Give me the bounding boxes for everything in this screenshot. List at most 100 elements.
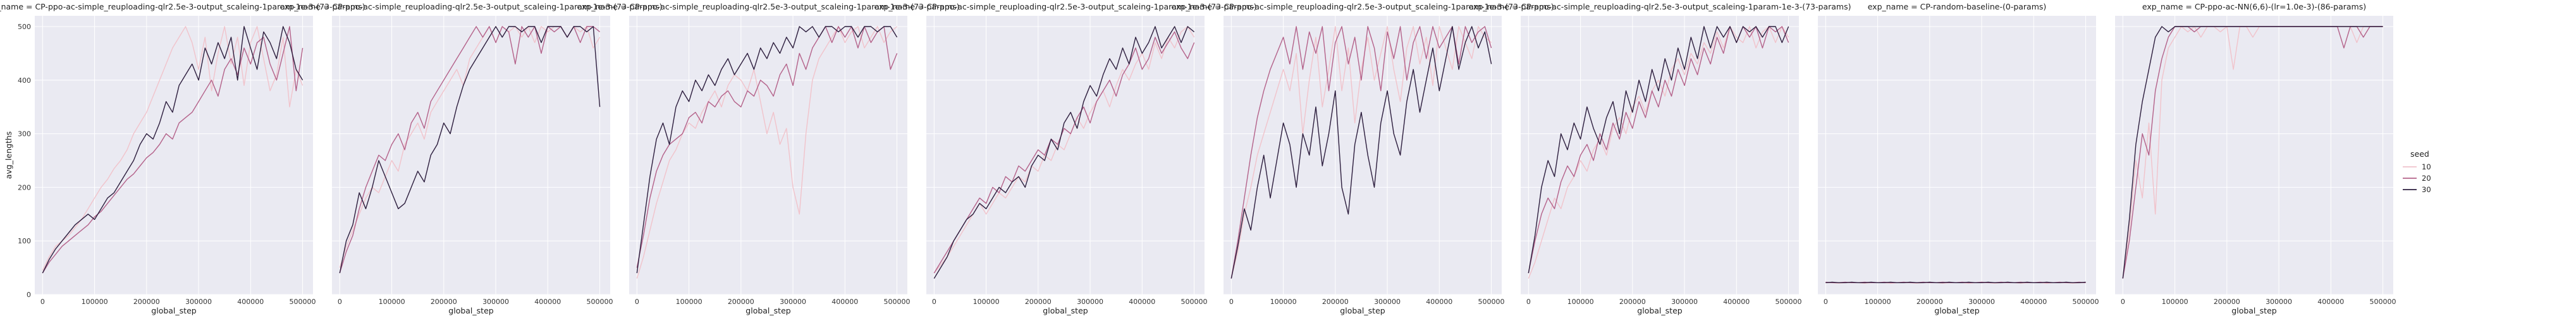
- plot-background: [35, 16, 313, 295]
- x-axis-label: global_step: [448, 306, 493, 315]
- series-line-seed-30: [42, 26, 304, 274]
- x-tick-label: 0: [338, 298, 342, 306]
- panel-1: 0 100000 200000 300000 400000 500000 0 100 200 30…: [0, 2, 365, 315]
- panel-title: exp_name = CP-ppo-ac-simple_reuploading-…: [0, 2, 365, 11]
- y-tick-label: 100: [18, 237, 31, 245]
- series-line-seed-30: [2122, 26, 2383, 279]
- x-tick-label: 400000: [2317, 298, 2344, 306]
- panel-title: exp_name = CP-ppo-ac-simple_reuploading-…: [1172, 2, 1554, 11]
- x-tick-label: 400000: [237, 298, 264, 306]
- x-tick-label: 200000: [1025, 298, 1052, 306]
- x-tick-label: 0: [2121, 298, 2125, 306]
- x-tick-label: 200000: [133, 298, 160, 306]
- panel-title: exp_name = CP-random-baseline-(0-params): [1868, 2, 2047, 11]
- y-tick-label: 0: [27, 291, 31, 299]
- legend-entry-seed-20: 20: [2403, 174, 2431, 183]
- plot-background: [1818, 16, 2096, 295]
- x-tick-label: 0: [1526, 298, 1531, 306]
- x-tick-label: 200000: [728, 298, 754, 306]
- y-tick-label: 500: [18, 23, 31, 31]
- x-tick-label: 300000: [1671, 298, 1698, 306]
- x-tick-label: 100000: [82, 298, 108, 306]
- series-line-seed-30: [1528, 26, 1789, 274]
- series-line-seed-10: [1230, 26, 1492, 279]
- series-line-seed-30: [339, 26, 601, 274]
- x-tick-label: 200000: [2214, 298, 2240, 306]
- x-tick-label: 500000: [2370, 298, 2396, 306]
- series-line-seed-20: [1230, 26, 1492, 279]
- x-tick-label: 500000: [290, 298, 316, 306]
- plot-background: [2115, 16, 2393, 295]
- x-tick-label: 0: [932, 298, 936, 306]
- x-tick-label: 300000: [1968, 298, 1995, 306]
- x-axis-label: global_step: [2231, 306, 2276, 315]
- x-tick-label: 100000: [973, 298, 1000, 306]
- panel-title: exp_name = CP-ppo-ac-NN(6,6)-(lr=1.0e-3)…: [2142, 2, 2366, 11]
- series-line-seed-20: [42, 26, 304, 274]
- legend-label: 30: [2422, 185, 2431, 194]
- x-tick-label: 300000: [1077, 298, 1103, 306]
- y-tick-label: 200: [18, 183, 31, 191]
- x-tick-label: 400000: [1129, 298, 1155, 306]
- x-tick-label: 100000: [2162, 298, 2188, 306]
- legend: seed 10 20 30: [2403, 149, 2431, 194]
- series-lines: [1825, 281, 2086, 284]
- x-tick-label: 300000: [185, 298, 212, 306]
- x-axis-label: global_step: [1934, 306, 1979, 315]
- x-tick-label: 400000: [534, 298, 561, 306]
- series-lines: [339, 26, 601, 274]
- series-line-seed-30: [636, 26, 898, 274]
- x-axis-label: global_step: [151, 306, 196, 315]
- series-line-seed-30: [1230, 26, 1492, 279]
- x-tick-label: 0: [1824, 298, 1828, 306]
- series-line-seed-20: [636, 26, 898, 268]
- series-line-seed-20: [1528, 26, 1789, 274]
- panel-5: 0 100000 200000 300000 400000 500000 global_st…: [1172, 2, 1554, 315]
- x-tick-label: 200000: [1619, 298, 1646, 306]
- x-tick-label: 200000: [1322, 298, 1349, 306]
- series-lines: [636, 26, 898, 279]
- panels: 0 100000 200000 300000 400000 500000010020030…: [0, 2, 2396, 315]
- x-tick-label: 0: [635, 298, 639, 306]
- x-tick-label: 300000: [1374, 298, 1401, 306]
- series-line-seed-10: [1528, 26, 1789, 279]
- panel-3: 0 100000 200000 300000 400000 500000 global_st…: [577, 2, 960, 315]
- legend-label: 20: [2422, 174, 2431, 183]
- panel-2: 0 100000 200000 300000 400000 500000 global_st…: [280, 2, 663, 315]
- panel-title: exp_name = CP-ppo-ac-simple_reuploading-…: [577, 2, 960, 11]
- x-tick-label: 100000: [1865, 298, 1891, 306]
- series-lines: [933, 26, 1195, 279]
- x-tick-label: 0: [40, 298, 45, 306]
- legend-label: 10: [2422, 162, 2431, 171]
- x-tick-label: 0: [1229, 298, 1234, 306]
- x-tick-label: 500000: [587, 298, 613, 306]
- series-line-seed-30: [933, 26, 1195, 279]
- plot-background: [629, 16, 907, 295]
- x-tick-label: 300000: [2266, 298, 2292, 306]
- x-tick-label: 500000: [884, 298, 911, 306]
- series-line-seed-20: [339, 26, 601, 274]
- x-tick-label: 200000: [1917, 298, 1943, 306]
- series-lines: [2122, 26, 2383, 279]
- series-lines: [1528, 26, 1789, 279]
- legend-entry-seed-30: 30: [2403, 185, 2431, 194]
- panel-6: 0 100000 200000 300000 400000 500000 global_st…: [1469, 2, 1851, 315]
- x-tick-label: 300000: [482, 298, 509, 306]
- x-tick-label: 500000: [1478, 298, 1505, 306]
- x-tick-label: 100000: [1270, 298, 1297, 306]
- y-tick-label: 400: [18, 76, 31, 85]
- x-tick-label: 400000: [1426, 298, 1452, 306]
- panel-7: 0 100000 200000 300000 400000 500000 global_st…: [1818, 2, 2099, 315]
- panel-title: exp_name = CP-ppo-ac-simple_reuploading-…: [280, 2, 663, 11]
- x-tick-label: 500000: [2073, 298, 2099, 306]
- x-tick-label: 100000: [676, 298, 702, 306]
- plot-background: [1521, 16, 1799, 295]
- panel-8: 0 100000 200000 300000 400000 500000 global_st…: [2115, 2, 2396, 315]
- series-lines: [42, 26, 304, 274]
- x-tick-label: 400000: [2020, 298, 2047, 306]
- panel-title: exp_name = CP-ppo-ac-simple_reuploading-…: [1469, 2, 1851, 11]
- x-tick-label: 300000: [780, 298, 806, 306]
- x-axis-label: global_step: [745, 306, 790, 315]
- plot-background: [332, 16, 610, 295]
- y-tick-label: 300: [18, 130, 31, 138]
